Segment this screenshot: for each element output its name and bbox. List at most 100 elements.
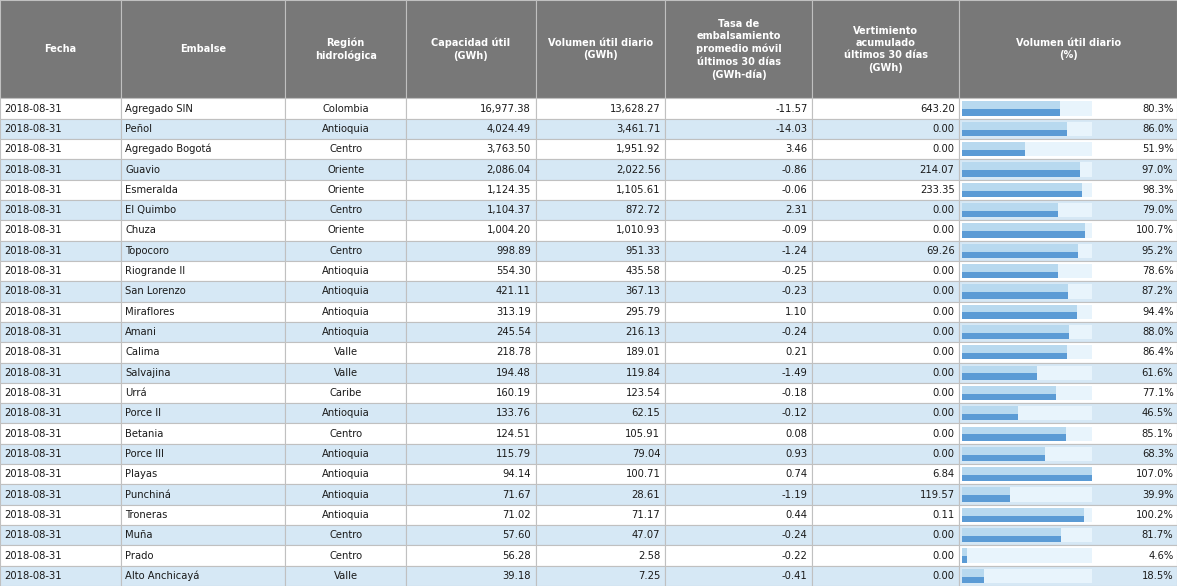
Text: Vertimiento
acumulado
últimos 30 días
(GWh): Vertimiento acumulado últimos 30 días (G… xyxy=(844,26,927,73)
Text: 0.00: 0.00 xyxy=(932,347,955,357)
Bar xyxy=(962,406,1018,420)
Bar xyxy=(0,444,120,464)
Bar xyxy=(962,569,1092,583)
Bar xyxy=(962,142,1092,156)
Text: 107.0%: 107.0% xyxy=(1136,469,1173,479)
Text: 94.4%: 94.4% xyxy=(1142,306,1173,317)
Text: Centro: Centro xyxy=(330,550,363,561)
Bar xyxy=(286,139,406,159)
Text: Colombia: Colombia xyxy=(322,104,370,114)
Text: Oriente: Oriente xyxy=(327,165,365,175)
Text: -0.24: -0.24 xyxy=(782,530,807,540)
Bar xyxy=(959,383,1177,403)
Bar xyxy=(665,525,812,546)
Bar xyxy=(962,447,1092,461)
Bar xyxy=(962,203,1058,217)
Bar xyxy=(0,241,120,261)
Text: 18.5%: 18.5% xyxy=(1142,571,1173,581)
Bar xyxy=(959,444,1177,464)
Bar xyxy=(962,406,1018,414)
Text: 0.00: 0.00 xyxy=(932,124,955,134)
Text: -0.86: -0.86 xyxy=(782,165,807,175)
Text: Antioquia: Antioquia xyxy=(321,408,370,418)
Text: 3,763.50: 3,763.50 xyxy=(486,144,531,154)
Bar xyxy=(536,464,665,485)
Bar xyxy=(959,565,1177,586)
Text: Salvajina: Salvajina xyxy=(125,367,171,378)
Bar xyxy=(536,241,665,261)
Bar xyxy=(665,159,812,180)
Text: Capacidad útil
(GWh): Capacidad útil (GWh) xyxy=(431,38,511,61)
Bar xyxy=(962,183,1082,197)
Text: 85.1%: 85.1% xyxy=(1142,428,1173,439)
Bar xyxy=(962,366,1092,380)
Text: 7.25: 7.25 xyxy=(638,571,660,581)
Text: 0.11: 0.11 xyxy=(932,510,955,520)
Text: 872.72: 872.72 xyxy=(625,205,660,215)
Bar xyxy=(959,342,1177,363)
Text: Urrá: Urrá xyxy=(125,388,147,398)
Text: 2,022.56: 2,022.56 xyxy=(616,165,660,175)
Bar xyxy=(406,403,536,424)
Bar xyxy=(536,565,665,586)
Text: 218.78: 218.78 xyxy=(496,347,531,357)
Bar xyxy=(812,180,959,200)
Bar xyxy=(665,485,812,505)
Bar xyxy=(962,467,1092,475)
Bar xyxy=(0,525,120,546)
Bar xyxy=(962,244,1092,258)
Bar xyxy=(812,322,959,342)
Text: -1.19: -1.19 xyxy=(782,489,807,500)
Bar xyxy=(959,464,1177,485)
Bar xyxy=(962,122,1066,130)
Bar xyxy=(962,427,1065,434)
Bar xyxy=(536,363,665,383)
Bar xyxy=(286,546,406,565)
Bar xyxy=(406,444,536,464)
Text: 57.60: 57.60 xyxy=(503,530,531,540)
Bar xyxy=(536,403,665,424)
Bar xyxy=(962,488,1010,495)
Text: 2,086.04: 2,086.04 xyxy=(487,165,531,175)
Bar xyxy=(962,244,1078,258)
Bar xyxy=(962,548,1092,563)
Bar xyxy=(406,139,536,159)
Text: 2.31: 2.31 xyxy=(785,205,807,215)
Bar xyxy=(812,241,959,261)
Bar xyxy=(406,322,536,342)
Text: 367.13: 367.13 xyxy=(625,287,660,297)
Bar xyxy=(286,119,406,139)
Bar xyxy=(962,162,1092,176)
Bar xyxy=(286,444,406,464)
Bar xyxy=(286,505,406,525)
Text: 189.01: 189.01 xyxy=(625,347,660,357)
Text: 119.57: 119.57 xyxy=(919,489,955,500)
Text: 95.2%: 95.2% xyxy=(1142,246,1173,256)
Bar xyxy=(812,139,959,159)
Bar xyxy=(286,485,406,505)
Bar xyxy=(812,444,959,464)
Bar xyxy=(286,159,406,180)
Bar xyxy=(962,223,1084,231)
Bar xyxy=(0,139,120,159)
Text: Caribe: Caribe xyxy=(330,388,363,398)
Bar xyxy=(536,261,665,281)
Text: -0.06: -0.06 xyxy=(782,185,807,195)
Text: Topocoro: Topocoro xyxy=(125,246,169,256)
Bar xyxy=(0,200,120,220)
Text: 2018-08-31: 2018-08-31 xyxy=(5,327,62,337)
Bar xyxy=(962,142,1025,150)
Text: Centro: Centro xyxy=(330,205,363,215)
Text: 51.9%: 51.9% xyxy=(1142,144,1173,154)
Bar xyxy=(812,383,959,403)
Bar xyxy=(959,159,1177,180)
Bar xyxy=(962,203,1092,217)
Bar xyxy=(0,424,120,444)
Bar xyxy=(536,383,665,403)
Text: Valle: Valle xyxy=(334,571,358,581)
Bar xyxy=(406,302,536,322)
Text: 2018-08-31: 2018-08-31 xyxy=(5,246,62,256)
Bar xyxy=(286,464,406,485)
Bar xyxy=(962,569,984,583)
Bar xyxy=(665,403,812,424)
